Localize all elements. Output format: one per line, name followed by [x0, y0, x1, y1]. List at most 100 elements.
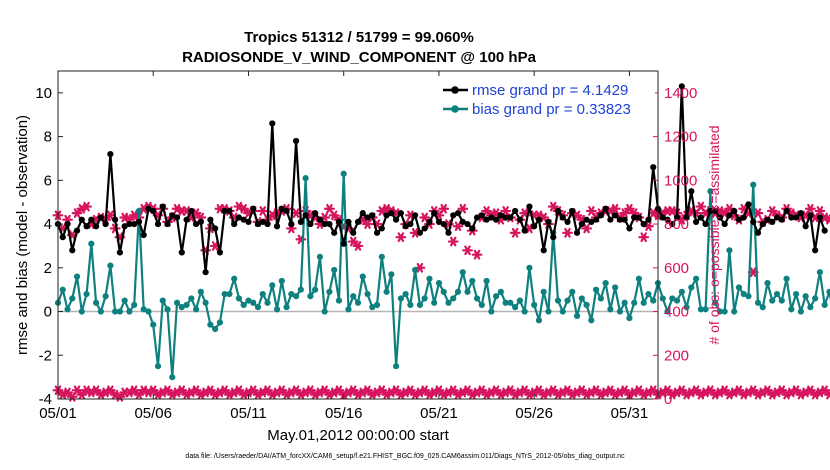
y-axis-right-label: # of obs: o=possible; ×=assimilated — [706, 125, 722, 344]
obs-marker-core — [641, 234, 646, 240]
rmse-point — [83, 223, 90, 230]
rmse-point — [554, 207, 562, 215]
rmse-point — [621, 216, 628, 223]
rmse-point — [202, 269, 209, 276]
rmse-point — [702, 220, 709, 228]
rmse-point — [507, 214, 514, 221]
rmse-point — [264, 220, 271, 228]
rmse-point — [435, 218, 443, 225]
obs-marker-core — [193, 210, 199, 216]
rmse-point — [373, 229, 381, 236]
rmse-point — [97, 214, 104, 221]
bias-point — [159, 297, 166, 304]
obs-marker-core — [317, 221, 323, 227]
obs-possible-point — [462, 245, 473, 256]
obs-marker-core — [465, 388, 470, 393]
rmse-point — [354, 218, 362, 225]
obs-possible-point — [447, 236, 459, 247]
obs-marker-core — [412, 230, 418, 236]
bias-point — [540, 288, 547, 295]
rmse-point — [326, 220, 333, 228]
rmse-point — [626, 225, 633, 232]
obs-possible-point — [104, 210, 116, 221]
bias-point — [650, 297, 657, 304]
bias-point — [673, 297, 681, 304]
obs-marker-core — [722, 210, 727, 216]
rmse-point — [635, 214, 643, 221]
obs-marker-core — [622, 210, 627, 216]
bias-point — [712, 299, 719, 306]
bias-point — [412, 266, 419, 274]
bias-point — [59, 286, 66, 293]
obs-possible-point — [814, 206, 826, 216]
obs-assimilated-point — [476, 385, 488, 396]
bias-point — [564, 297, 571, 304]
bias-point — [512, 304, 519, 311]
bias-point — [283, 304, 290, 311]
x-tick-label: 05/21 — [420, 405, 458, 422]
obs-possible-point — [562, 227, 573, 238]
rmse-point — [740, 214, 747, 221]
rmse-point — [783, 207, 790, 215]
rmse-point — [359, 210, 366, 217]
legend-bias-marker — [451, 105, 459, 113]
bias-point — [640, 299, 647, 306]
obs-marker-core — [184, 208, 189, 214]
rmse-point — [678, 83, 685, 90]
obs-marker-core — [84, 204, 89, 209]
obs-marker-core — [593, 388, 599, 393]
obs-assimilated-point — [447, 385, 459, 396]
obs-marker-core — [708, 388, 713, 393]
obs-marker-core — [579, 388, 585, 393]
rmse-point — [273, 223, 281, 230]
rmse-point — [688, 188, 695, 195]
rmse-point — [559, 214, 566, 221]
rmse-point — [59, 234, 66, 241]
obs-marker-core — [808, 388, 813, 393]
bias-point — [369, 304, 376, 311]
bias-point — [707, 188, 714, 195]
bias-point — [645, 290, 652, 298]
rmse-point — [69, 247, 76, 254]
rmse-point — [802, 223, 809, 230]
obs-marker-core — [765, 388, 770, 393]
bias-point — [559, 308, 566, 315]
obs-marker-core — [636, 388, 642, 393]
rmse-point — [602, 205, 609, 212]
rmse-point — [340, 240, 347, 247]
bias-point — [169, 374, 176, 381]
obs-possible-point — [804, 203, 816, 214]
obs-possible-point — [324, 203, 335, 214]
obs-marker-core — [208, 388, 213, 393]
rmse-point — [426, 218, 433, 225]
rmse-point — [145, 205, 152, 212]
rmse-point — [592, 216, 600, 223]
bias-point — [516, 297, 524, 304]
bias-point — [216, 319, 224, 326]
rmse-point — [288, 220, 295, 228]
obs-marker-core — [551, 388, 556, 393]
bias-point — [683, 304, 690, 311]
rmse-point — [564, 218, 571, 225]
rmse-point — [692, 218, 700, 225]
rmse-point — [764, 216, 771, 223]
obs-marker-core — [422, 388, 427, 393]
rmse-point — [431, 210, 438, 217]
rmse-point — [597, 212, 604, 219]
bias-point — [388, 271, 395, 278]
x-tick-label: 05/11 — [230, 405, 266, 422]
rmse-point — [488, 214, 495, 221]
bias-point — [383, 288, 390, 295]
bias-point — [759, 304, 766, 311]
obs-marker-core — [108, 213, 113, 218]
obs-possible-point — [347, 236, 359, 247]
obs-marker-core — [236, 388, 242, 393]
bias-point — [202, 299, 209, 306]
bias-point — [273, 306, 281, 313]
rmse-point — [492, 216, 500, 223]
obs-marker-core — [627, 206, 632, 211]
obs-marker-core — [751, 269, 756, 275]
rmse-point — [735, 216, 743, 223]
bias-point — [102, 293, 109, 300]
obs-marker-core — [808, 206, 813, 211]
